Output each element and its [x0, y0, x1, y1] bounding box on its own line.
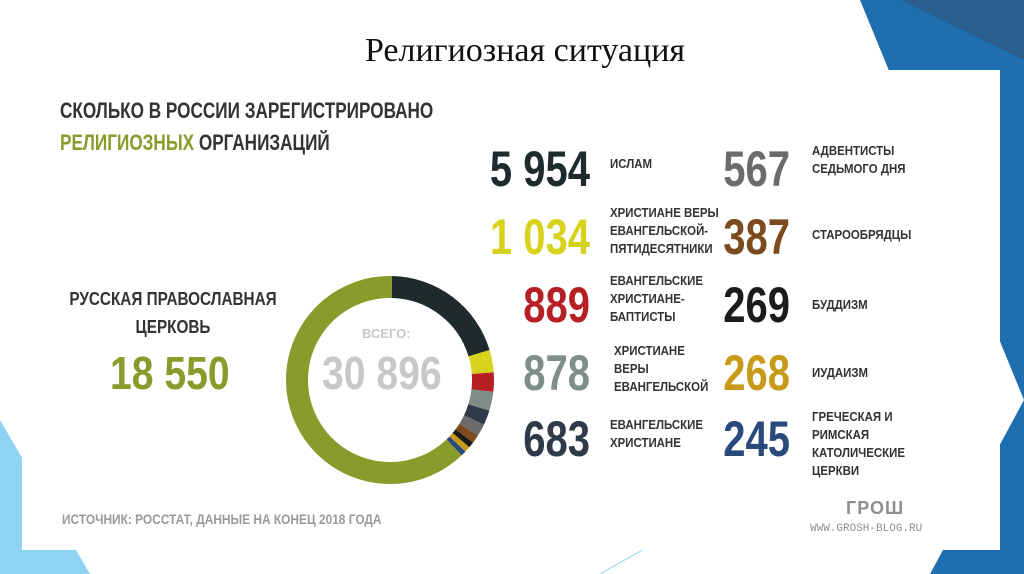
donut-slice	[459, 415, 484, 436]
label-line: ГРЕЧЕСКАЯ И	[812, 409, 893, 424]
stat-label-old-believers: СТАРООБРЯДЦЫ	[812, 226, 911, 244]
label-line: БАПТИСТЫ	[610, 309, 676, 324]
label-line: ЦЕРКВИ	[812, 463, 860, 478]
donut-slice	[446, 436, 466, 456]
label-line: СЕДЬМОГО ДНЯ	[812, 161, 906, 176]
grosh-logo: ГРОШ	[846, 498, 905, 518]
label-line: ХРИСТИАНЕ ВЕРЫ	[610, 205, 719, 220]
total-label: ВСЕГО:	[362, 326, 411, 341]
label-line: ПЯТИДЕСЯТНИКИ	[610, 241, 713, 256]
label-line: СТАРООБРЯДЦЫ	[812, 227, 912, 242]
source-note: ИСТОЧНИК: РОССТАТ, ДАННЫЕ НА КОНЕЦ 2018 …	[62, 511, 382, 527]
stat-label-adventists: АДВЕНТИСТЫ СЕДЬМОГО ДНЯ	[812, 142, 905, 178]
stat-value-evangelical-christians: 683	[523, 411, 590, 467]
label-line: ЕВАНГЕЛЬСКОЙ	[614, 379, 709, 394]
label-line: ЕВАНГЕЛЬСКИЕ	[610, 273, 704, 288]
donut-slice	[468, 389, 494, 411]
label-line: КАТОЛИЧЕСКИЕ	[812, 445, 906, 460]
roc-label-line1: РУССКАЯ ПРАВОСЛАВНАЯ	[69, 289, 277, 309]
stat-label-evangelical-christians: ЕВАНГЕЛЬСКИЕ ХРИСТИАНЕ	[610, 416, 703, 452]
donut-slice	[391, 276, 490, 357]
total-value: 30 896	[322, 347, 442, 399]
stat-label-catholic: ГРЕЧЕСКАЯ И РИМСКАЯ КАТОЛИЧЕСКИЕ ЦЕРКВИ	[812, 408, 905, 480]
stat-value-islam: 5 954	[489, 141, 590, 197]
donut-slice	[463, 404, 490, 425]
stat-value-catholic: 245	[723, 411, 790, 467]
donut-slice	[286, 276, 462, 484]
roc-label-line2: ЦЕРКОВЬ	[135, 317, 211, 337]
content-panel	[22, 70, 1000, 550]
headline-accent: РЕЛИГИОЗНЫХ	[60, 130, 195, 155]
stat-value-baptists: 889	[523, 277, 590, 333]
label-line: ИСЛАМ	[610, 156, 653, 171]
donut-slice	[452, 429, 474, 448]
label-line: ХРИСТИАНЕ	[610, 435, 681, 450]
donut-slice	[471, 372, 494, 392]
label-line: ВЕРЫ	[614, 361, 649, 376]
stat-value-pentecostal: 1 034	[489, 209, 590, 265]
donut-slice	[449, 432, 470, 452]
label-line: БУДДИЗМ	[812, 297, 868, 312]
stat-value-adventists: 567	[723, 141, 790, 197]
roc-value: 18 550	[110, 347, 230, 399]
label-line: ХРИСТИАНЕ-	[610, 291, 685, 306]
stat-label-islam: ИСЛАМ	[610, 155, 652, 173]
website-link[interactable]: WWW.GROSH-BLOG.RU	[810, 523, 923, 535]
label-line: ХРИСТИАНЕ	[614, 343, 685, 358]
deco-corner	[900, 0, 1024, 60]
label-line: АДВЕНТИСТЫ	[812, 143, 895, 158]
stat-label-buddhism: БУДДИЗМ	[812, 296, 868, 314]
stat-label-pentecostal: ХРИСТИАНЕ ВЕРЫ ЕВАНГЕЛЬСКОЙ- ПЯТИДЕСЯТНИКИ	[610, 204, 719, 258]
stat-value-evangelical-faith: 878	[523, 345, 590, 401]
headline-line1: СКОЛЬКО В РОССИИ ЗАРЕГИСТРИРОВАНО	[60, 98, 434, 123]
stat-value-buddhism: 269	[723, 277, 790, 333]
stat-label-baptists: ЕВАНГЕЛЬСКИЕ ХРИСТИАНЕ- БАПТИСТЫ	[610, 272, 703, 326]
slide-title: Религиозная ситуация	[364, 32, 686, 69]
roc-label: РУССКАЯ ПРАВОСЛАВНАЯ ЦЕРКОВЬ	[58, 285, 288, 341]
label-line: РИМСКАЯ	[812, 427, 870, 442]
donut-chart	[286, 276, 494, 484]
headline-line2: РЕЛИГИОЗНЫХ ОРГАНИЗАЦИЙ	[60, 130, 330, 156]
label-line: ИУДАИЗМ	[812, 365, 869, 380]
label-line: ЕВАНГЕЛЬСКОЙ-	[610, 223, 709, 238]
stat-value-old-believers: 387	[723, 209, 790, 265]
stat-label-judaism: ИУДАИЗМ	[812, 364, 868, 382]
donut-slice	[468, 350, 494, 375]
stat-value-judaism: 268	[723, 345, 790, 401]
donut-slice	[455, 423, 478, 443]
headline-rest: ОРГАНИЗАЦИЙ	[198, 130, 330, 155]
label-line: ЕВАНГЕЛЬСКИЕ	[610, 417, 704, 432]
stat-label-evangelical-faith: ХРИСТИАНЕ ВЕРЫ ЕВАНГЕЛЬСКОЙ	[614, 342, 708, 396]
